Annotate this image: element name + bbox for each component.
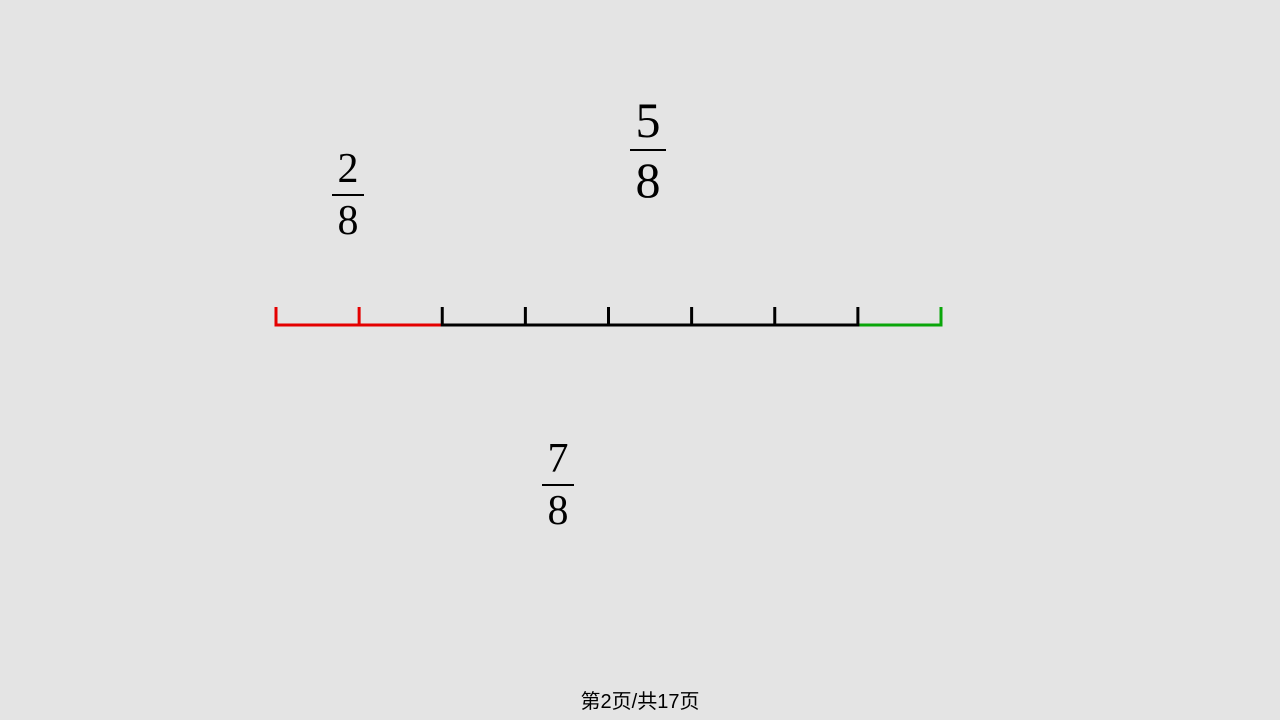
footer-total: 17 [657, 691, 679, 713]
footer-page: 2 [601, 691, 612, 713]
footer-prefix: 第 [581, 691, 601, 713]
page-footer: 第2页/共17页 [0, 685, 1280, 714]
number-line [0, 0, 1280, 720]
footer-suffix: 页 [679, 691, 699, 713]
footer-mid: 页/共 [612, 691, 658, 713]
